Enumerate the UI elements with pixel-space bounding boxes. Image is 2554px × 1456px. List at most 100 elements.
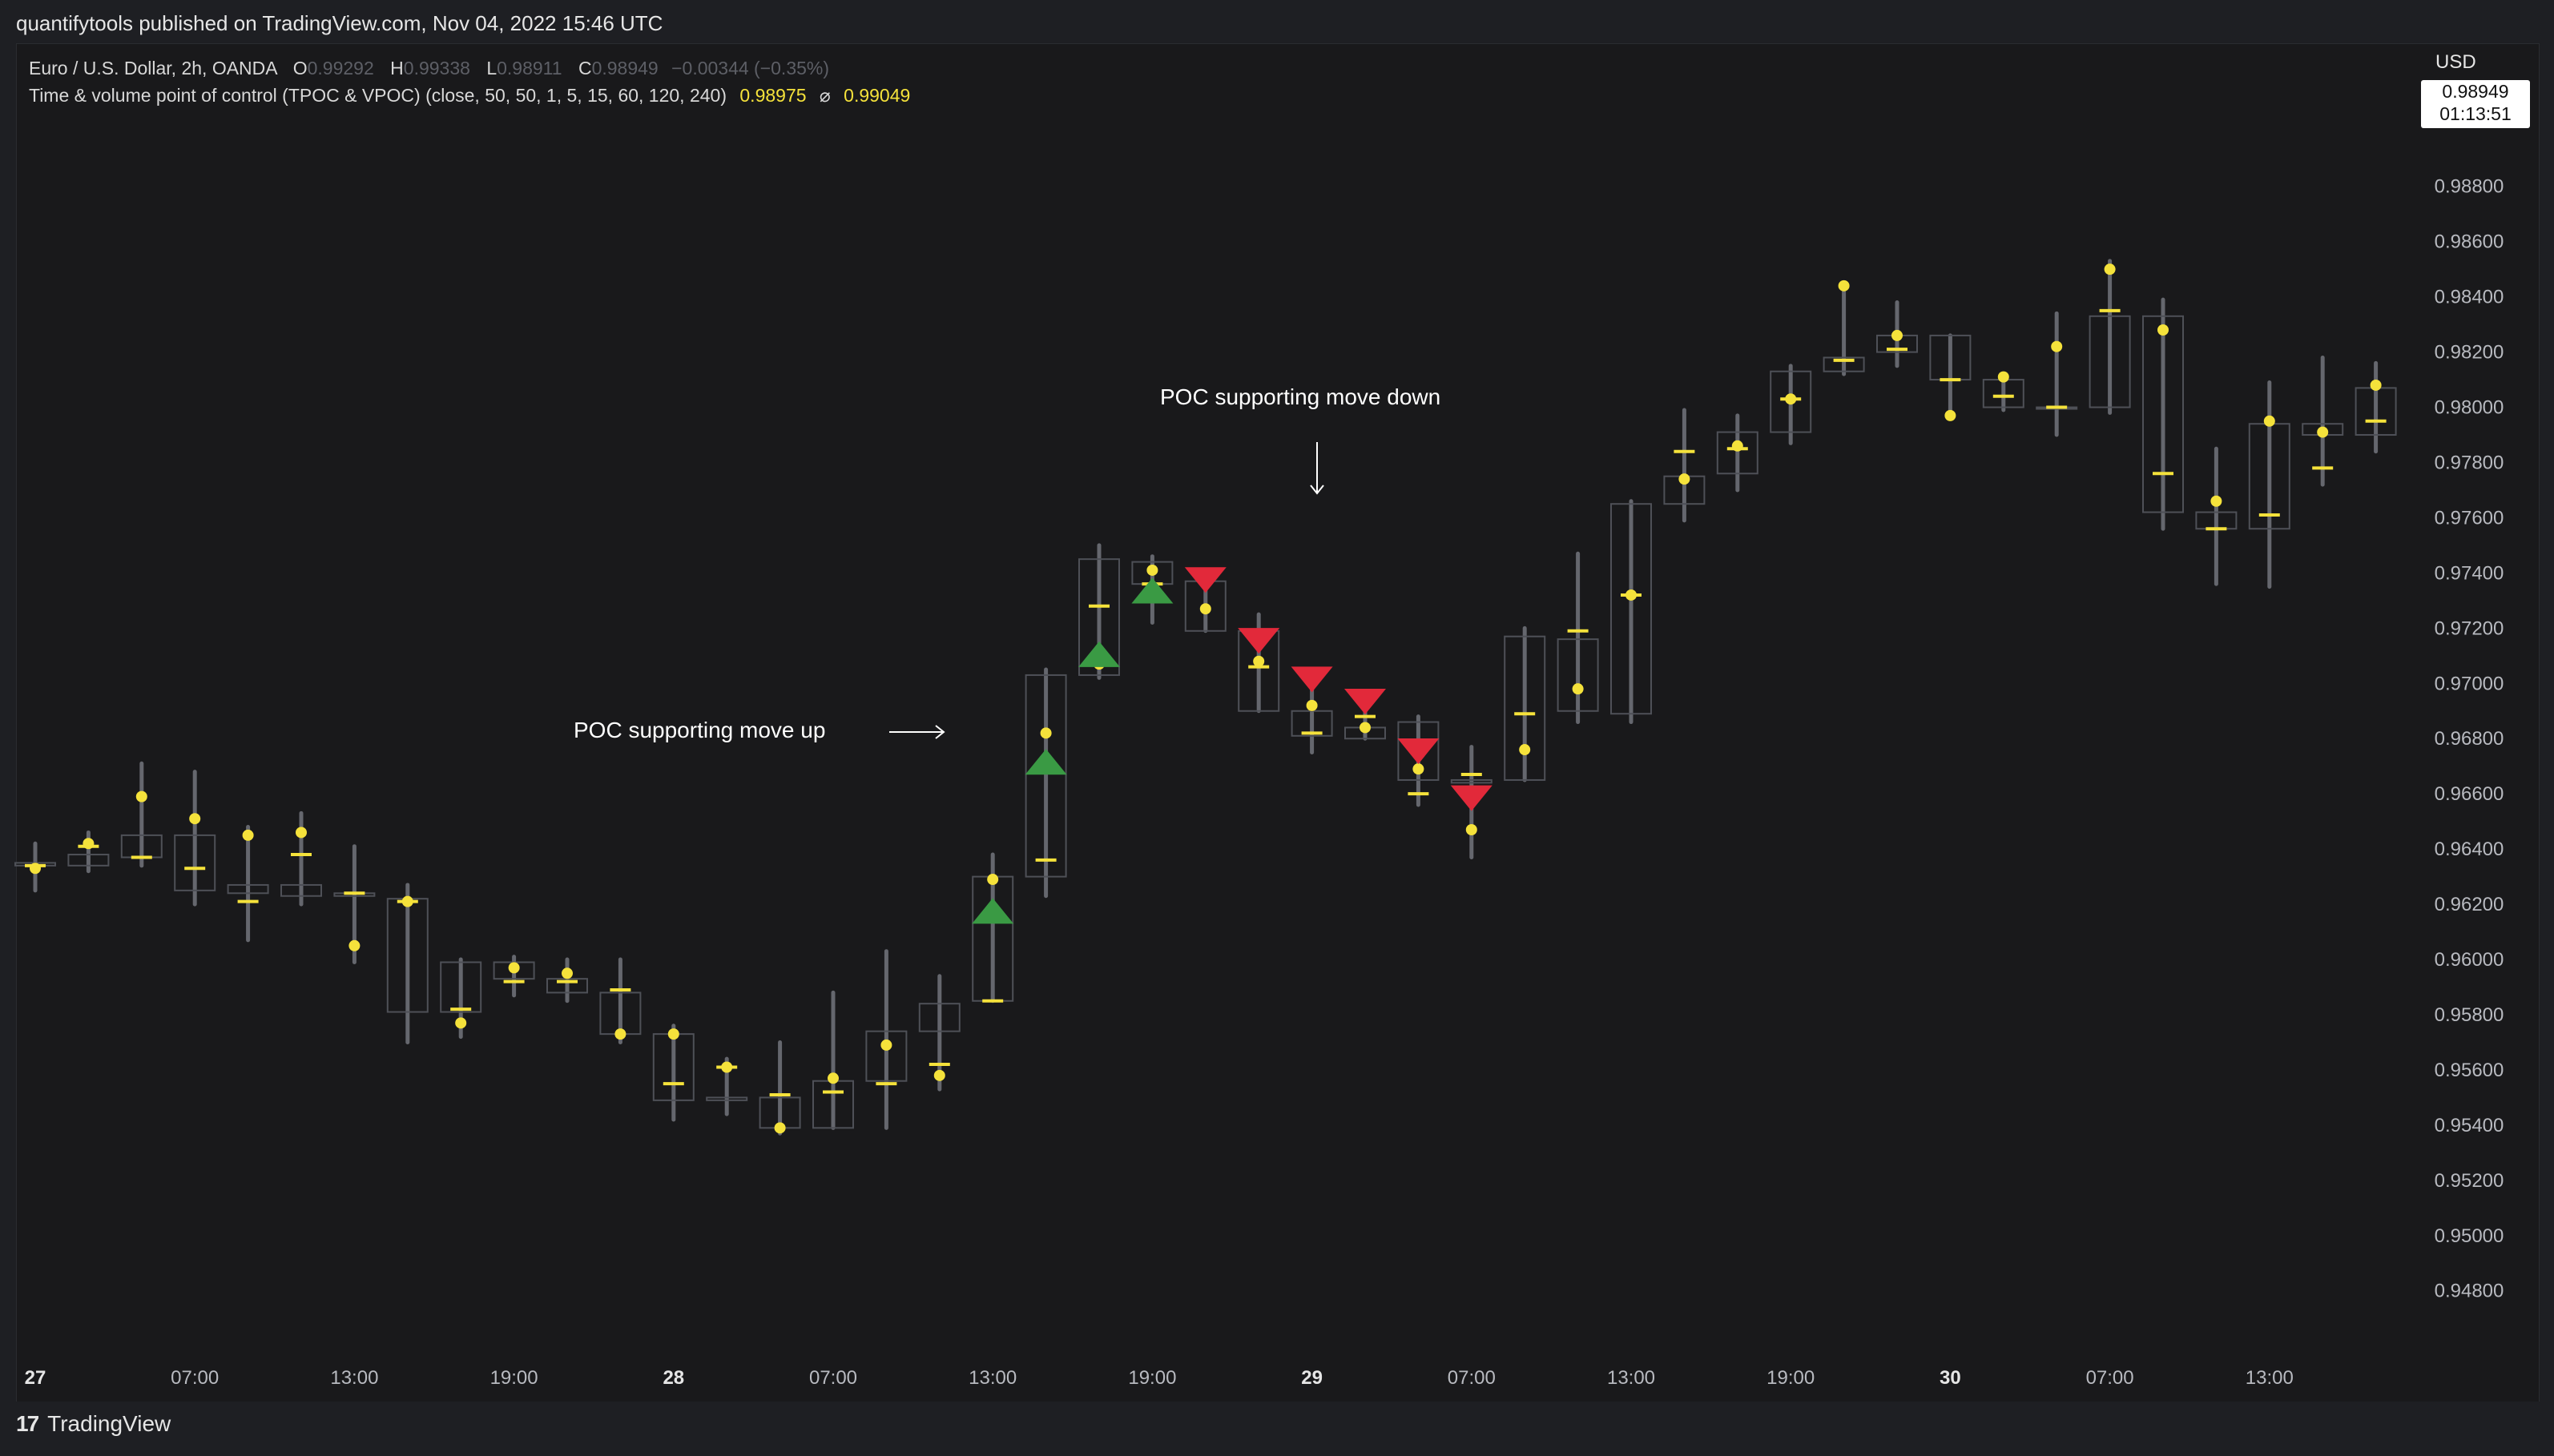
down-signal-triangle <box>1344 688 1386 714</box>
price-tick-label: 0.95400 <box>2435 1115 2504 1136</box>
vpoc-marker <box>1360 722 1371 734</box>
candle-body <box>1823 356 1865 372</box>
candle-body <box>227 883 269 895</box>
candle-body <box>1770 370 1812 433</box>
time-tick-label: 07:00 <box>171 1367 219 1389</box>
vpoc-marker <box>1838 280 1850 292</box>
vpoc-marker <box>2210 495 2222 507</box>
time-tick-label: 07:00 <box>1448 1367 1496 1389</box>
time-axis-ticks: 27 07:00 13:00 19:00 28 07:00 13:00 19:00 29 07:0… <box>25 1367 2294 1389</box>
down-signal-triangle <box>1238 628 1280 654</box>
low-label: L <box>486 58 498 78</box>
price-axis-ticks: 0.98800 0.98600 0.98400 0.98200 0.98000 0.978… <box>2435 176 2504 1302</box>
vpoc-marker <box>189 813 201 825</box>
candle-body <box>1078 558 1120 676</box>
vpoc-marker <box>1519 744 1531 756</box>
high-label: H <box>390 58 404 78</box>
time-tick-label: 07:00 <box>809 1367 857 1389</box>
up-signal-triangle <box>1025 749 1067 775</box>
vpoc-marker <box>774 1122 786 1134</box>
vpoc-marker <box>1891 329 1903 341</box>
candle-body <box>440 961 482 1013</box>
candle-body <box>67 854 110 867</box>
vpoc-marker <box>348 939 361 951</box>
candle-body <box>1450 778 1493 784</box>
price-tick-label: 0.95200 <box>2435 1170 2504 1192</box>
price-tick-label: 0.98600 <box>2435 231 2504 253</box>
close-label: C <box>578 58 592 78</box>
time-tick-label: 07:00 <box>2086 1367 2134 1389</box>
candle-body <box>1557 638 1599 712</box>
time-tick-label: 30 <box>1940 1367 1961 1389</box>
indicator-label[interactable]: Time & volume point of control (TPOC & V… <box>29 85 727 106</box>
price-tick-label: 0.97400 <box>2435 562 2504 584</box>
last-price: 0.98949 <box>2442 81 2509 102</box>
price-tick-label: 0.96600 <box>2435 783 2504 805</box>
vpoc-layer <box>30 263 2382 1134</box>
time-tick-label: 13:00 <box>330 1367 378 1389</box>
down-signal-triangle <box>1450 785 1493 811</box>
vpoc-marker <box>2370 379 2382 391</box>
annotation-arrows <box>889 442 1324 739</box>
price-tick-label: 0.97000 <box>2435 673 2504 694</box>
currency-label: USD <box>2435 51 2476 73</box>
symbol-label: Euro / U.S. Dollar, 2h, OANDA <box>29 58 277 78</box>
vpoc-marker <box>562 967 573 979</box>
time-tick-label: 19:00 <box>490 1367 538 1389</box>
legend-ohlc: Euro / U.S. Dollar, 2h, OANDA O0.99292 H… <box>29 58 829 79</box>
vpoc-marker <box>1253 655 1265 667</box>
last-price-tag: 0.98949 01:13:51 <box>2421 80 2530 128</box>
legend-indicator: Time & volume point of control (TPOC & V… <box>29 85 910 107</box>
time-tick-label: 19:00 <box>1766 1367 1815 1389</box>
vpoc-marker <box>933 1069 945 1081</box>
price-tick-label: 0.96200 <box>2435 894 2504 915</box>
indicator-value-2: 0.99049 <box>844 85 911 106</box>
high-value: 0.99338 <box>403 58 470 78</box>
annotation-move-up: POC supporting move up <box>574 718 826 742</box>
bar-countdown: 01:13:51 <box>2439 103 2512 124</box>
price-tick-label: 0.97600 <box>2435 507 2504 529</box>
vpoc-marker <box>401 895 413 907</box>
tpoc-layer <box>25 308 2387 1096</box>
time-tick-label: 13:00 <box>969 1367 1017 1389</box>
vpoc-marker <box>1306 699 1318 711</box>
candle-body <box>865 1030 908 1082</box>
candle-body <box>706 1096 748 1101</box>
move-down-arrowhead <box>1310 485 1324 495</box>
vpoc-marker <box>2104 263 2116 276</box>
open-value: 0.99292 <box>307 58 374 78</box>
tradingview-mark-icon: 17 <box>16 1411 39 1436</box>
vpoc-marker <box>296 827 307 839</box>
price-tick-label: 0.98200 <box>2435 342 2504 364</box>
down-signal-triangle <box>1291 666 1333 693</box>
top-bar: quantifytools published on TradingView.c… <box>0 0 2554 43</box>
candle-body <box>2142 315 2184 513</box>
candle-body <box>1397 721 1440 781</box>
vpoc-marker <box>455 1017 467 1029</box>
time-tick-label: 28 <box>663 1367 684 1389</box>
vpoc-marker <box>2051 340 2063 352</box>
price-tick-label: 0.97800 <box>2435 452 2504 473</box>
vpoc-marker <box>1040 727 1052 739</box>
chart-pane[interactable] <box>16 43 2540 1402</box>
up-signal-triangle <box>972 898 1014 924</box>
vpoc-marker <box>667 1028 679 1040</box>
indicator-value-1: 0.98975 <box>739 85 807 106</box>
footer-bar <box>0 1402 2554 1456</box>
candle-body <box>1504 635 1546 781</box>
time-tick-label: 19:00 <box>1128 1367 1176 1389</box>
vpoc-marker <box>1572 683 1584 695</box>
vpoc-marker <box>1412 763 1424 775</box>
vpoc-marker <box>828 1072 839 1084</box>
signals-layer <box>972 567 1493 924</box>
vpoc-marker <box>508 962 520 974</box>
tradingview-logo[interactable]: 17 TradingView <box>16 1411 171 1437</box>
vpoc-marker <box>880 1039 892 1051</box>
brand-label: TradingView <box>47 1411 171 1436</box>
time-tick-label: 13:00 <box>2246 1367 2294 1389</box>
close-value: 0.98949 <box>591 58 659 78</box>
bodies-layer <box>14 315 2397 1129</box>
vpoc-marker <box>2157 324 2169 336</box>
candle-body <box>2089 315 2131 408</box>
